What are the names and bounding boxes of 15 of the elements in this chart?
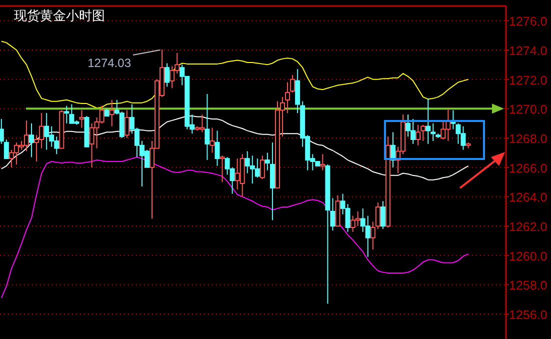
y-tick-label: 1264.0 — [509, 190, 548, 205]
y-tick-label: 1258.0 — [509, 278, 548, 293]
y-tick-label: 1272.0 — [509, 73, 548, 88]
annotation: 1274.03 — [88, 56, 132, 70]
y-tick-label: 1270.0 — [509, 102, 548, 117]
line-series — [0, 40, 469, 108]
y-tick-label: 1268.0 — [509, 132, 548, 146]
y-tick-label: 1266.0 — [509, 161, 548, 176]
line-series — [0, 116, 469, 180]
chart-title: 现货黄金小时图 — [14, 8, 105, 23]
y-tick-label: 1262.0 — [509, 220, 548, 234]
y-tick-label: 1260.0 — [509, 249, 548, 264]
y-tick-label: 1276.0 — [509, 14, 548, 29]
y-tick-label: 1256.0 — [509, 308, 548, 322]
y-tick-label: 1274.0 — [509, 44, 548, 58]
